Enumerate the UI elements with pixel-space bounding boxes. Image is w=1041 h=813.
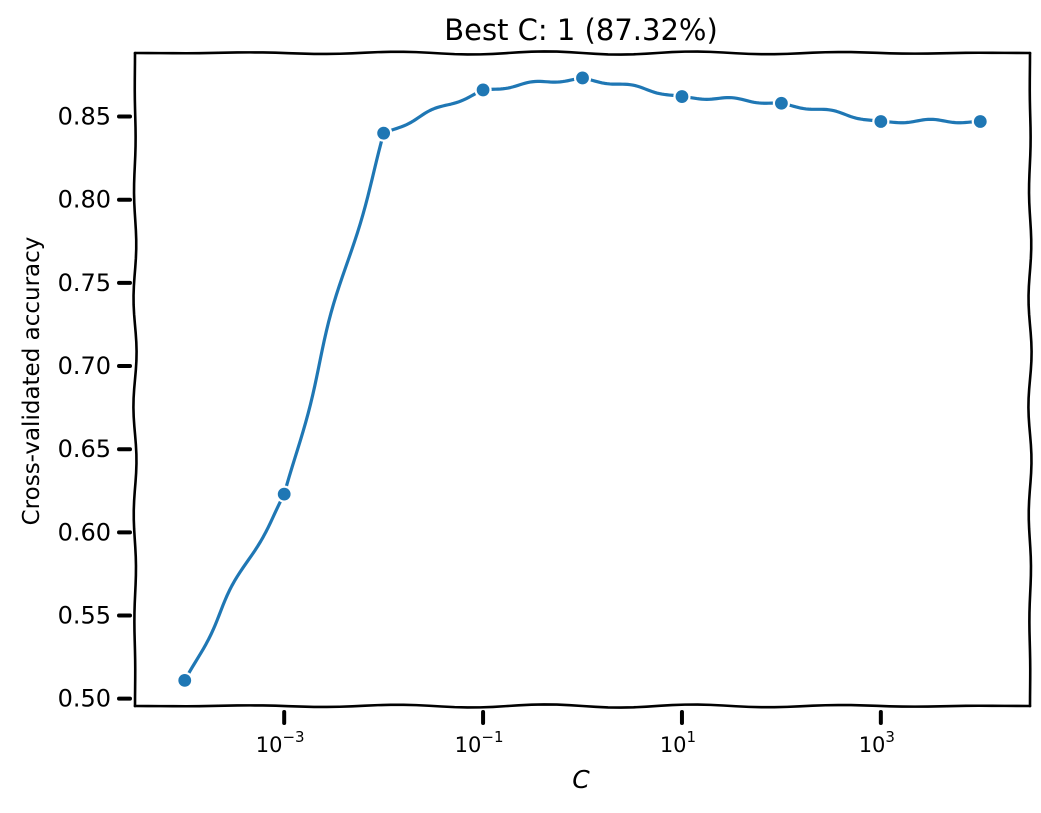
series-layer [176,69,989,689]
x-tick-label: 103 [859,728,895,757]
series-line-0 [183,76,982,682]
x-tick-label: 101 [660,728,696,757]
x-tick-label: 10−1 [455,728,504,757]
plot-frame-right [1027,51,1033,708]
y-tick-label: 0.80 [58,186,111,214]
plot-frame-top [133,50,1032,56]
data-point [673,87,691,106]
data-point [474,81,492,99]
y-tick-label: 0.85 [58,103,111,131]
y-tick-label: 0.55 [58,602,111,630]
x-axis-ticks: 10−3 10−1 101 103 [256,710,895,757]
x-axis-label: C [572,765,590,794]
data-point [375,124,393,142]
data-point [872,112,890,131]
y-tick-label: 0.75 [58,269,111,297]
y-tick-label: 0.50 [58,685,111,713]
y-axis-label: Cross-validated accuracy [19,237,45,526]
data-point [176,671,194,689]
plot-frame-bottom [133,703,1032,709]
y-tick-label: 0.70 [58,352,111,380]
y-tick-label: 0.60 [58,518,111,546]
chart-title: Best C: 1 (87.32%) [444,13,718,47]
y-tick-label: 0.65 [58,435,111,463]
y-axis-ticks: 0.50 0.55 0.60 0.65 0.70 0.75 0.80 0.85 [58,103,132,713]
data-point [772,94,790,112]
plot-frame [132,50,1033,709]
x-tick-label: 10−3 [256,728,305,757]
data-point [275,485,293,503]
data-point [573,69,592,87]
data-point [971,112,989,131]
plot-frame-left [132,51,138,708]
